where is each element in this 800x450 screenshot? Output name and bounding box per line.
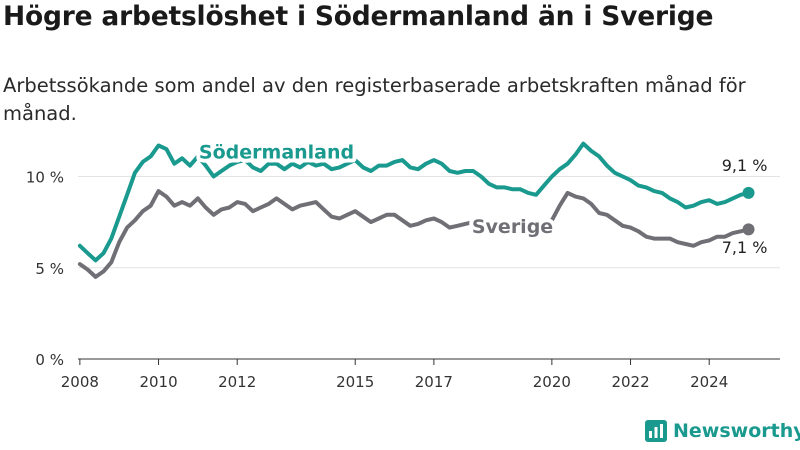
brand-name: Newsworthy <box>673 420 800 442</box>
series-end-point <box>742 223 755 236</box>
x-tick-label: 2017 <box>415 373 453 391</box>
chart-title: Högre arbetslöshet i Södermanland än i S… <box>3 1 714 32</box>
series-label: Sverige <box>472 216 553 238</box>
y-tick-label: 0 % <box>35 351 64 369</box>
end-value-label: 9,1 % <box>722 156 768 175</box>
chart-subtitle: Arbetssökande som andel av den registerb… <box>3 74 746 125</box>
newsworthy-logo-icon <box>645 420 667 442</box>
brand-logo[interactable]: Newsworthy <box>645 420 800 442</box>
series-line-sverige <box>77 189 751 279</box>
annotations: Södermanland Sverige 9,1 % 7,1 % <box>195 137 768 257</box>
axes: 0 % 5 % 10 % 2008 2010 2012 2015 2017 2020 2022 20… <box>26 169 780 391</box>
x-tick-label: 2020 <box>533 373 571 391</box>
series-lines <box>77 141 755 279</box>
series-label: Södermanland <box>199 141 354 163</box>
x-tick-label: 2022 <box>611 373 649 391</box>
end-value-label: 7,1 % <box>722 238 768 257</box>
series-end-point <box>742 186 755 199</box>
x-tick-label: 2015 <box>336 373 374 391</box>
x-tick-label: 2010 <box>139 373 177 391</box>
x-tick-label: 2008 <box>61 373 99 391</box>
x-tick-label: 2024 <box>690 373 728 391</box>
x-tick-label: 2012 <box>218 373 256 391</box>
series-line-s-dermanland <box>77 141 751 263</box>
y-tick-label: 10 % <box>26 169 64 187</box>
y-tick-label: 5 % <box>35 260 64 278</box>
